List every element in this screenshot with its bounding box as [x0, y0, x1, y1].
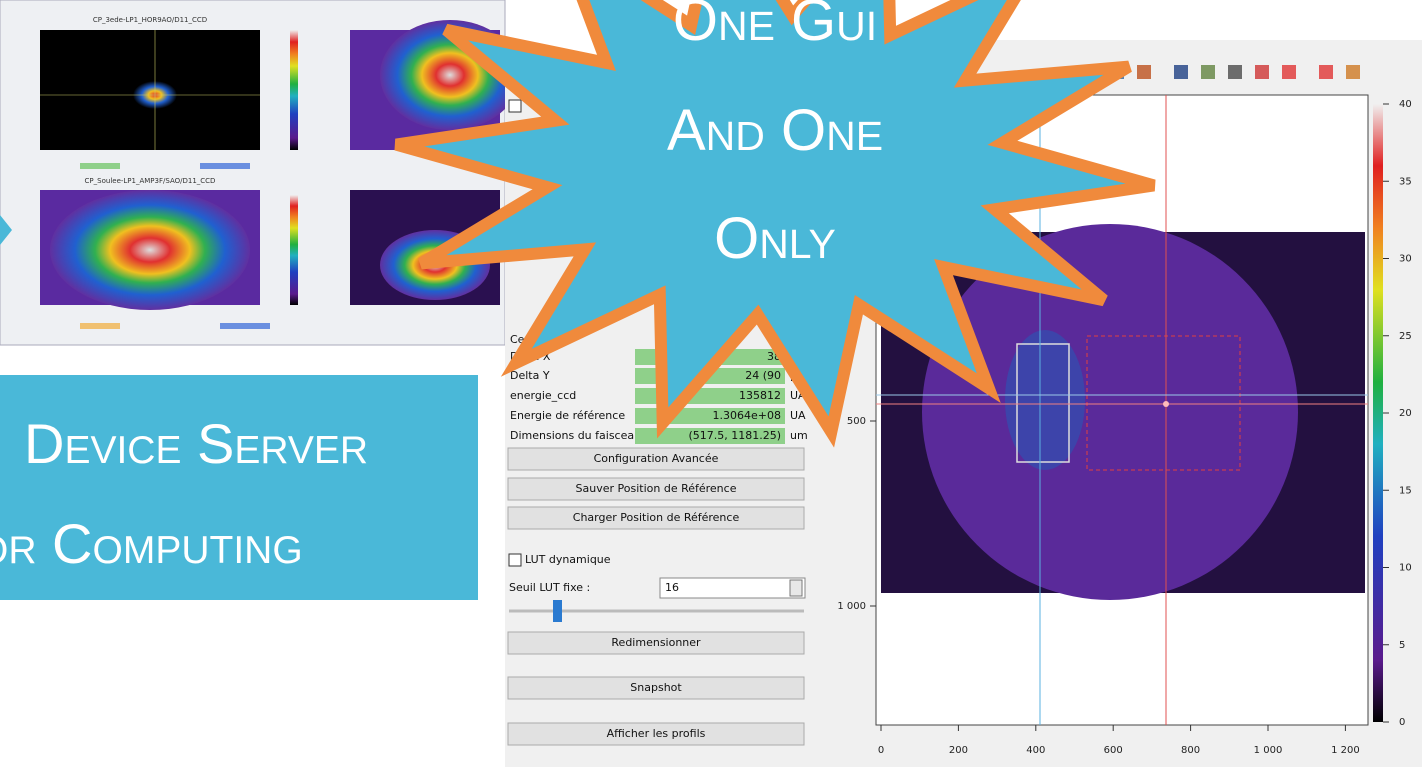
- button[interactable]: [507, 722, 805, 746]
- colorbar-label: 0: [1399, 717, 1405, 728]
- mini-field: [80, 163, 120, 169]
- row-value: 1.3064e+08: [713, 409, 781, 422]
- row-label: Delta Y: [510, 369, 550, 382]
- callout-text: And One: [667, 98, 883, 163]
- colorbar: [1373, 104, 1383, 722]
- toolbar-icon[interactable]: [1282, 65, 1296, 79]
- colorbar-label: 15: [1399, 485, 1412, 496]
- button[interactable]: [507, 676, 805, 700]
- colorbar-label: 30: [1399, 254, 1412, 265]
- callout: One Gui And One Only: [394, 0, 1156, 448]
- mini-colorbar: [290, 195, 298, 305]
- toolbar-icon[interactable]: [1137, 65, 1151, 79]
- banner-box: [0, 375, 478, 600]
- arrow: [0, 215, 12, 245]
- value-field: [635, 428, 785, 444]
- beam-disk: [922, 224, 1298, 600]
- roi-box: [1086, 335, 1241, 471]
- centroid: [1163, 401, 1169, 407]
- button[interactable]: [507, 631, 805, 655]
- y-tick-label: 500: [847, 416, 866, 427]
- roi-box: [1016, 343, 1070, 463]
- button-label: Redimensionner: [611, 636, 701, 649]
- button-label: Charger Position de Référence: [573, 511, 740, 524]
- slider-handle[interactable]: [553, 600, 562, 622]
- x-tick-label: 0: [878, 745, 884, 756]
- banner-text: or Computing: [0, 512, 303, 575]
- mini-colorbar: [290, 30, 298, 150]
- button-label: Configuration Avancée: [594, 452, 719, 465]
- toolbar-icon[interactable]: [1228, 65, 1242, 79]
- button[interactable]: [507, 447, 805, 471]
- toolbar-icon[interactable]: [1346, 65, 1360, 79]
- row-label: Dimensions du faisceau :: [510, 429, 648, 442]
- toolbar-icon[interactable]: [1174, 65, 1188, 79]
- callout-text: Only: [714, 206, 836, 271]
- row-value: (517.5, 1181.25): [688, 429, 781, 442]
- x-tick-label: 400: [1026, 745, 1045, 756]
- button[interactable]: [507, 506, 805, 530]
- row-unit: UA: [790, 409, 806, 422]
- toolbar-icon[interactable]: [1319, 65, 1333, 79]
- mini-title: CP_Soulee-LP1_AMP3F/SAO/D11_CCD: [85, 177, 216, 185]
- checkbox-label: LUT dynamique: [525, 553, 611, 566]
- beam-bright: [1005, 330, 1085, 470]
- starburst: [394, 0, 1156, 448]
- row-label: energie_ccd: [510, 389, 576, 402]
- colorbar-label: 10: [1399, 563, 1412, 574]
- row-value: 24 (90: [745, 369, 781, 382]
- field-label: Seuil LUT fixe :: [509, 581, 590, 594]
- mini-field: [80, 323, 120, 329]
- colorbar-label: 5: [1399, 640, 1405, 651]
- button-label: Sauver Position de Référence: [576, 482, 737, 495]
- mini-button: [200, 163, 250, 169]
- x-tick-label: 800: [1181, 745, 1200, 756]
- toolbar-icon[interactable]: [1255, 65, 1269, 79]
- plot: 0 200 400 600 800 1 000 1 200 500 1 000 0 5 10 15 20 2…: [837, 65, 1412, 756]
- x-tick-label: 200: [949, 745, 968, 756]
- mini-button: [220, 323, 270, 329]
- x-tick-label: 1 200: [1331, 745, 1360, 756]
- row-unit: um: [790, 429, 808, 442]
- colorbar-label: 20: [1399, 408, 1412, 419]
- x-tick-label: 1 000: [1254, 745, 1283, 756]
- colorbar-label: 40: [1399, 99, 1412, 110]
- colorbar-label: 35: [1399, 176, 1412, 187]
- row-label: Energie de référence: [510, 409, 625, 422]
- mini-title: CP_3ede-LP1_HOR9AO/D11_CCD: [93, 16, 207, 24]
- checkbox[interactable]: [508, 99, 522, 113]
- spin-value: 16: [665, 581, 679, 594]
- row-value: 135812: [739, 389, 781, 402]
- toolbar-icon[interactable]: [1201, 65, 1215, 79]
- banner-text: Device Server: [24, 412, 368, 475]
- callout-text: One Gui: [673, 0, 877, 53]
- checkbox[interactable]: [508, 553, 522, 567]
- spin-box[interactable]: [659, 577, 806, 599]
- button-label: Snapshot: [630, 681, 682, 694]
- spin-arrows[interactable]: [789, 579, 803, 597]
- mini-spot: [50, 190, 250, 310]
- x-tick-label: 600: [1104, 745, 1123, 756]
- button-label: Afficher les profils: [607, 727, 706, 740]
- colorbar-label: 25: [1399, 331, 1412, 342]
- button[interactable]: [507, 477, 805, 501]
- mini-screenshot: CP_3ede-LP1_HOR9AO/D11_CCD CP_Soulee-LP1…: [0, 0, 520, 346]
- y-tick-label: 1 000: [837, 601, 866, 612]
